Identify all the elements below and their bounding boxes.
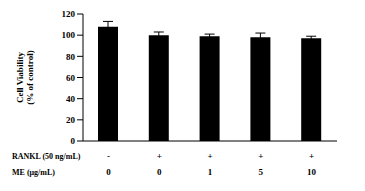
svg-text:120: 120 bbox=[62, 9, 76, 19]
svg-text:40: 40 bbox=[66, 94, 76, 104]
svg-text:80: 80 bbox=[66, 52, 76, 62]
svg-text:RANKL (50 ng/mL): RANKL (50 ng/mL) bbox=[12, 152, 81, 161]
svg-text:100: 100 bbox=[62, 30, 76, 40]
svg-text:+: + bbox=[157, 151, 162, 161]
svg-text:0: 0 bbox=[157, 167, 162, 177]
svg-text:60: 60 bbox=[66, 73, 76, 83]
svg-text:1: 1 bbox=[208, 167, 213, 177]
svg-text:Cell Viability(% of control): Cell Viability(% of control) bbox=[15, 50, 35, 104]
svg-text:ME (μg/mL): ME (μg/mL) bbox=[12, 168, 55, 177]
svg-text:10: 10 bbox=[307, 167, 317, 177]
svg-text:5: 5 bbox=[259, 167, 264, 177]
svg-text:0: 0 bbox=[71, 136, 76, 146]
svg-text:+: + bbox=[207, 151, 212, 161]
svg-text:+: + bbox=[258, 151, 263, 161]
svg-text:-: - bbox=[107, 151, 110, 161]
svg-text:+: + bbox=[309, 151, 314, 161]
svg-text:20: 20 bbox=[66, 115, 76, 125]
svg-text:0: 0 bbox=[106, 167, 111, 177]
